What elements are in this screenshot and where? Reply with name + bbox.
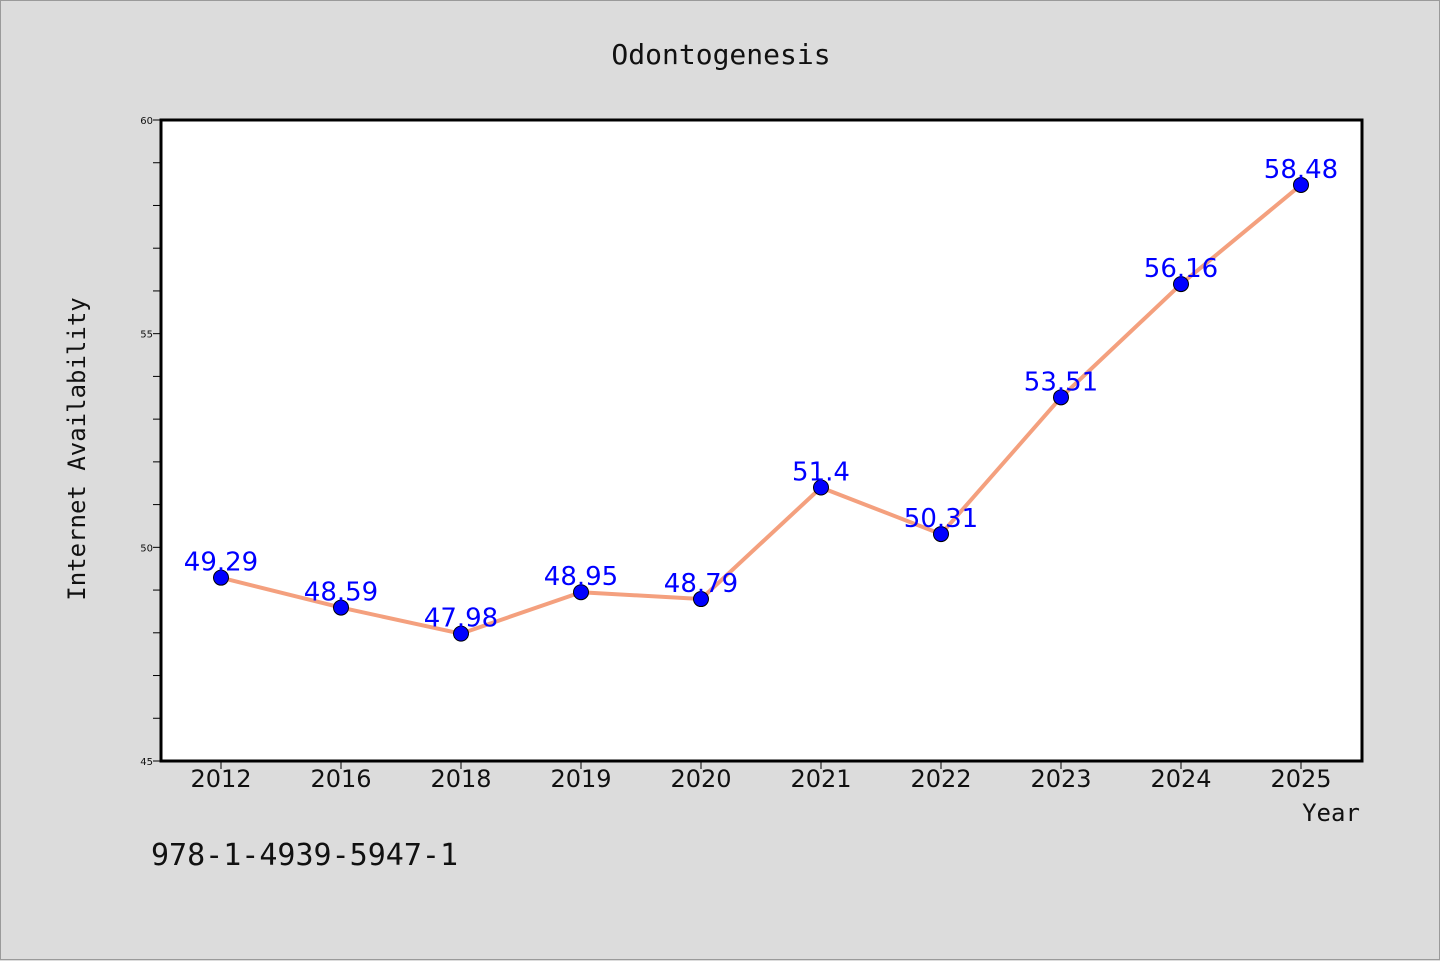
data-point [933, 526, 949, 543]
x-tick-label: 2023 [1030, 765, 1091, 793]
x-axis: 2012 2016 2018 2019 2020 2021 2022 2023 2024 2025 [190, 761, 1332, 793]
y-tick-label: 50 [140, 543, 153, 554]
data-point [813, 479, 829, 496]
isbn-footer: 978-1-4939-5947-1 [151, 838, 458, 873]
data-label: 48.95 [544, 562, 618, 592]
y-axis: 45 50 55 60 [140, 116, 161, 768]
x-tick-label: 2020 [670, 765, 731, 793]
plot-area [159, 118, 1364, 763]
x-tick-label: 2021 [790, 765, 851, 793]
chart-title: Odontogenesis [611, 38, 830, 71]
data-point [1173, 276, 1189, 293]
x-tick-label: 2022 [910, 765, 971, 793]
data-label: 49.29 [184, 548, 258, 578]
data-point [333, 599, 349, 616]
x-tick-label: 2016 [310, 765, 371, 793]
y-tick-label: 45 [140, 757, 153, 768]
data-point [1053, 389, 1069, 406]
data-point [1293, 176, 1309, 193]
data-label: 48.59 [304, 578, 378, 608]
x-axis-label: Year [1302, 799, 1360, 827]
data-label: 48.79 [664, 569, 738, 599]
y-axis-label: Internet Availability [63, 297, 91, 600]
data-labels: 49.29 48.59 47.98 48.95 48.79 51.4 50.31 53.51 5… [184, 155, 1338, 634]
data-label: 50.31 [904, 504, 978, 534]
data-label: 56.16 [1144, 254, 1218, 284]
x-tick-label: 2019 [550, 765, 611, 793]
data-label: 47.98 [424, 604, 498, 634]
series-line [220, 183, 1303, 636]
data-label: 53.51 [1024, 367, 1098, 397]
y-tick-label: 60 [140, 116, 153, 127]
x-tick-label: 2018 [430, 765, 491, 793]
data-point [693, 591, 709, 608]
y-tick-label: 55 [140, 330, 153, 341]
x-tick-label: 2024 [1150, 765, 1211, 793]
x-tick-label: 2025 [1270, 765, 1331, 793]
data-point [453, 625, 469, 642]
data-label: 58.48 [1264, 155, 1338, 185]
data-point [213, 569, 229, 586]
series-line-group [220, 183, 1303, 636]
data-point [573, 584, 589, 601]
data-label: 51.4 [792, 458, 850, 488]
data-points [213, 176, 1309, 642]
x-tick-label: 2012 [190, 765, 251, 793]
